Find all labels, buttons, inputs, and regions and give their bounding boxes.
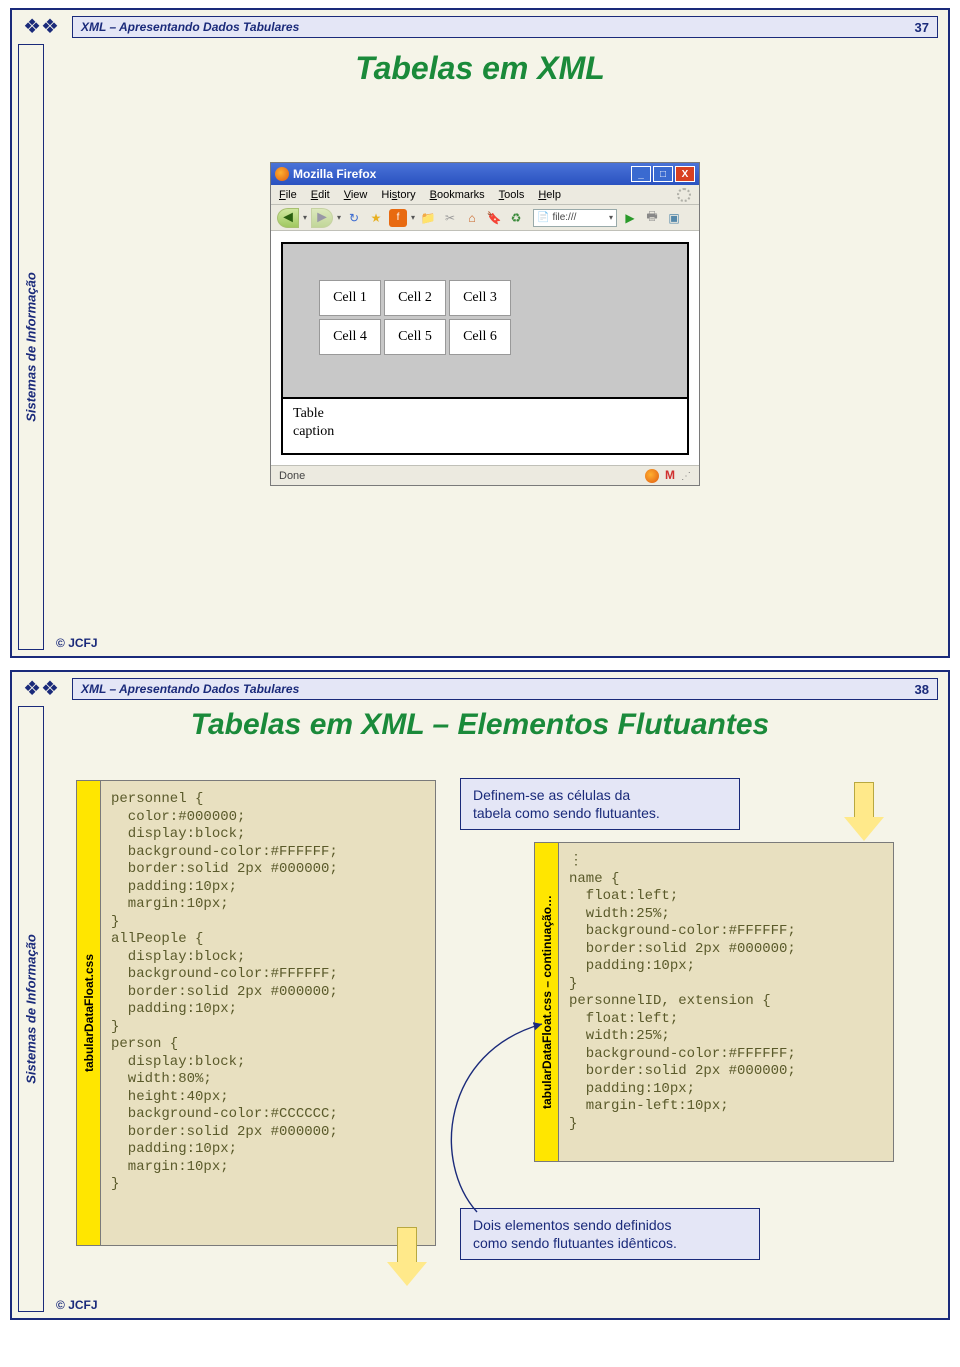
page-icon: 📄 (537, 212, 549, 223)
table-cell: Cell 5 (384, 319, 446, 355)
left-rail: Sistemas de Informação (18, 706, 44, 1312)
table-grid: Cell 1 Cell 2 Cell 3 Cell 4 Cell 5 Cell … (319, 280, 511, 355)
table-cell: Cell 4 (319, 319, 381, 355)
table-cell: Cell 2 (384, 280, 446, 316)
slide-38: ❖❖ XML – Apresentando Dados Tabulares 38… (10, 670, 950, 1320)
table-row: Cell 1 Cell 2 Cell 3 (319, 280, 511, 316)
logo-icon: ❖❖ (18, 676, 64, 700)
firefox-icon (275, 167, 289, 181)
window-title: Mozilla Firefox (293, 167, 376, 181)
folder-icon[interactable]: 📁 (419, 209, 437, 227)
table-row: Cell 4 Cell 5 Cell 6 (319, 319, 511, 355)
callout-1: Definem-se as células da tabela como sen… (460, 778, 740, 830)
slide-title: Tabelas em XML – Elementos Flutuantes (12, 708, 948, 742)
back-button[interactable]: ◄ (277, 208, 299, 228)
cut-icon[interactable]: ✂ (441, 209, 459, 227)
grip-icon: ⋰ (681, 471, 691, 482)
table-cell: Cell 1 (319, 280, 381, 316)
footer: JCFJ (56, 1298, 98, 1312)
left-rail: Sistemas de Informação (18, 44, 44, 650)
toolbar: ◄▾ ►▾ ↻ ★ f▾ 📁 ✂ ⌂ 🔖 ♻ 📄 file:/// ▾ ▶ 🖶 … (271, 205, 699, 231)
table-panel: Cell 1 Cell 2 Cell 3 Cell 4 Cell 5 Cell … (283, 244, 687, 399)
status-text: Done (279, 470, 305, 482)
menu-tools[interactable]: Tools (499, 189, 525, 201)
status-icons: M ⋰ (645, 468, 691, 483)
menu-edit[interactable]: Edit (311, 189, 330, 201)
table-cell: Cell 3 (449, 280, 511, 316)
arrow-down-icon (844, 782, 884, 842)
refresh-icon[interactable]: ♻ (507, 209, 525, 227)
page-content: Cell 1 Cell 2 Cell 3 Cell 4 Cell 5 Cell … (281, 242, 689, 455)
slide-37: ❖❖ XML – Apresentando Dados Tabulares 37… (10, 8, 950, 658)
menu-view[interactable]: View (344, 189, 368, 201)
code-a-text: personnel { color:#000000; display:block… (77, 781, 435, 1204)
code-b-text: ⋮ name { float:left; width:25%; backgrou… (535, 843, 893, 1143)
reload-icon[interactable]: ↻ (345, 209, 363, 227)
page-number: 37 (915, 20, 929, 35)
firefox-small-icon (645, 469, 659, 483)
menu-history[interactable]: History (381, 189, 415, 201)
home-icon[interactable]: ⌂ (463, 209, 481, 227)
address-bar[interactable]: 📄 file:/// ▾ (533, 209, 617, 227)
statusbar: Done M ⋰ (271, 465, 699, 485)
titlebar: Mozilla Firefox _ □ X (271, 163, 699, 185)
code-tab-a: tabularDataFloat.css (77, 781, 101, 1245)
menu-help[interactable]: Help (538, 189, 561, 201)
forward-button[interactable]: ► (311, 208, 333, 228)
slide-title: Tabelas em XML (12, 50, 948, 87)
menu-file[interactable]: File (279, 189, 297, 201)
throbber-icon (677, 188, 691, 202)
arrow-down-icon (387, 1227, 427, 1287)
new-tab-icon[interactable]: ▣ (665, 209, 683, 227)
footer: JCFJ (56, 636, 98, 650)
close-button[interactable]: X (675, 166, 695, 182)
header-title: XML – Apresentando Dados Tabulares (81, 682, 299, 696)
table-caption: Table caption (283, 399, 687, 453)
bookmark-icon[interactable]: 🔖 (485, 209, 503, 227)
header-bar: XML – Apresentando Dados Tabulares 38 (72, 678, 938, 700)
maximize-button[interactable]: □ (653, 166, 673, 182)
logo-icon: ❖❖ (18, 14, 64, 38)
address-text: file:/// (553, 212, 577, 223)
viewport: Cell 1 Cell 2 Cell 3 Cell 4 Cell 5 Cell … (271, 231, 699, 465)
print-icon[interactable]: 🖶 (643, 209, 661, 227)
page-number: 38 (915, 682, 929, 697)
feed-icon[interactable]: f (389, 209, 407, 227)
go-button[interactable]: ▶ (621, 209, 639, 227)
browser-window: Mozilla Firefox _ □ X File Edit View His… (270, 162, 700, 486)
left-rail-label: Sistemas de Informação (24, 934, 39, 1084)
menubar: File Edit View History Bookmarks Tools H… (271, 185, 699, 205)
minimize-button[interactable]: _ (631, 166, 651, 182)
menu-bookmarks[interactable]: Bookmarks (430, 189, 485, 201)
code-block-a: tabularDataFloat.css personnel { color:#… (76, 780, 436, 1246)
table-cell: Cell 6 (449, 319, 511, 355)
left-rail-label: Sistemas de Informação (24, 272, 39, 422)
connector-arrow (442, 1012, 582, 1222)
code-block-b: tabularDataFloat.css – continuação… ⋮ na… (534, 842, 894, 1162)
header-title: XML – Apresentando Dados Tabulares (81, 20, 299, 34)
star-icon[interactable]: ★ (367, 209, 385, 227)
header-bar: XML – Apresentando Dados Tabulares 37 (72, 16, 938, 38)
mail-icon: M (665, 468, 675, 482)
